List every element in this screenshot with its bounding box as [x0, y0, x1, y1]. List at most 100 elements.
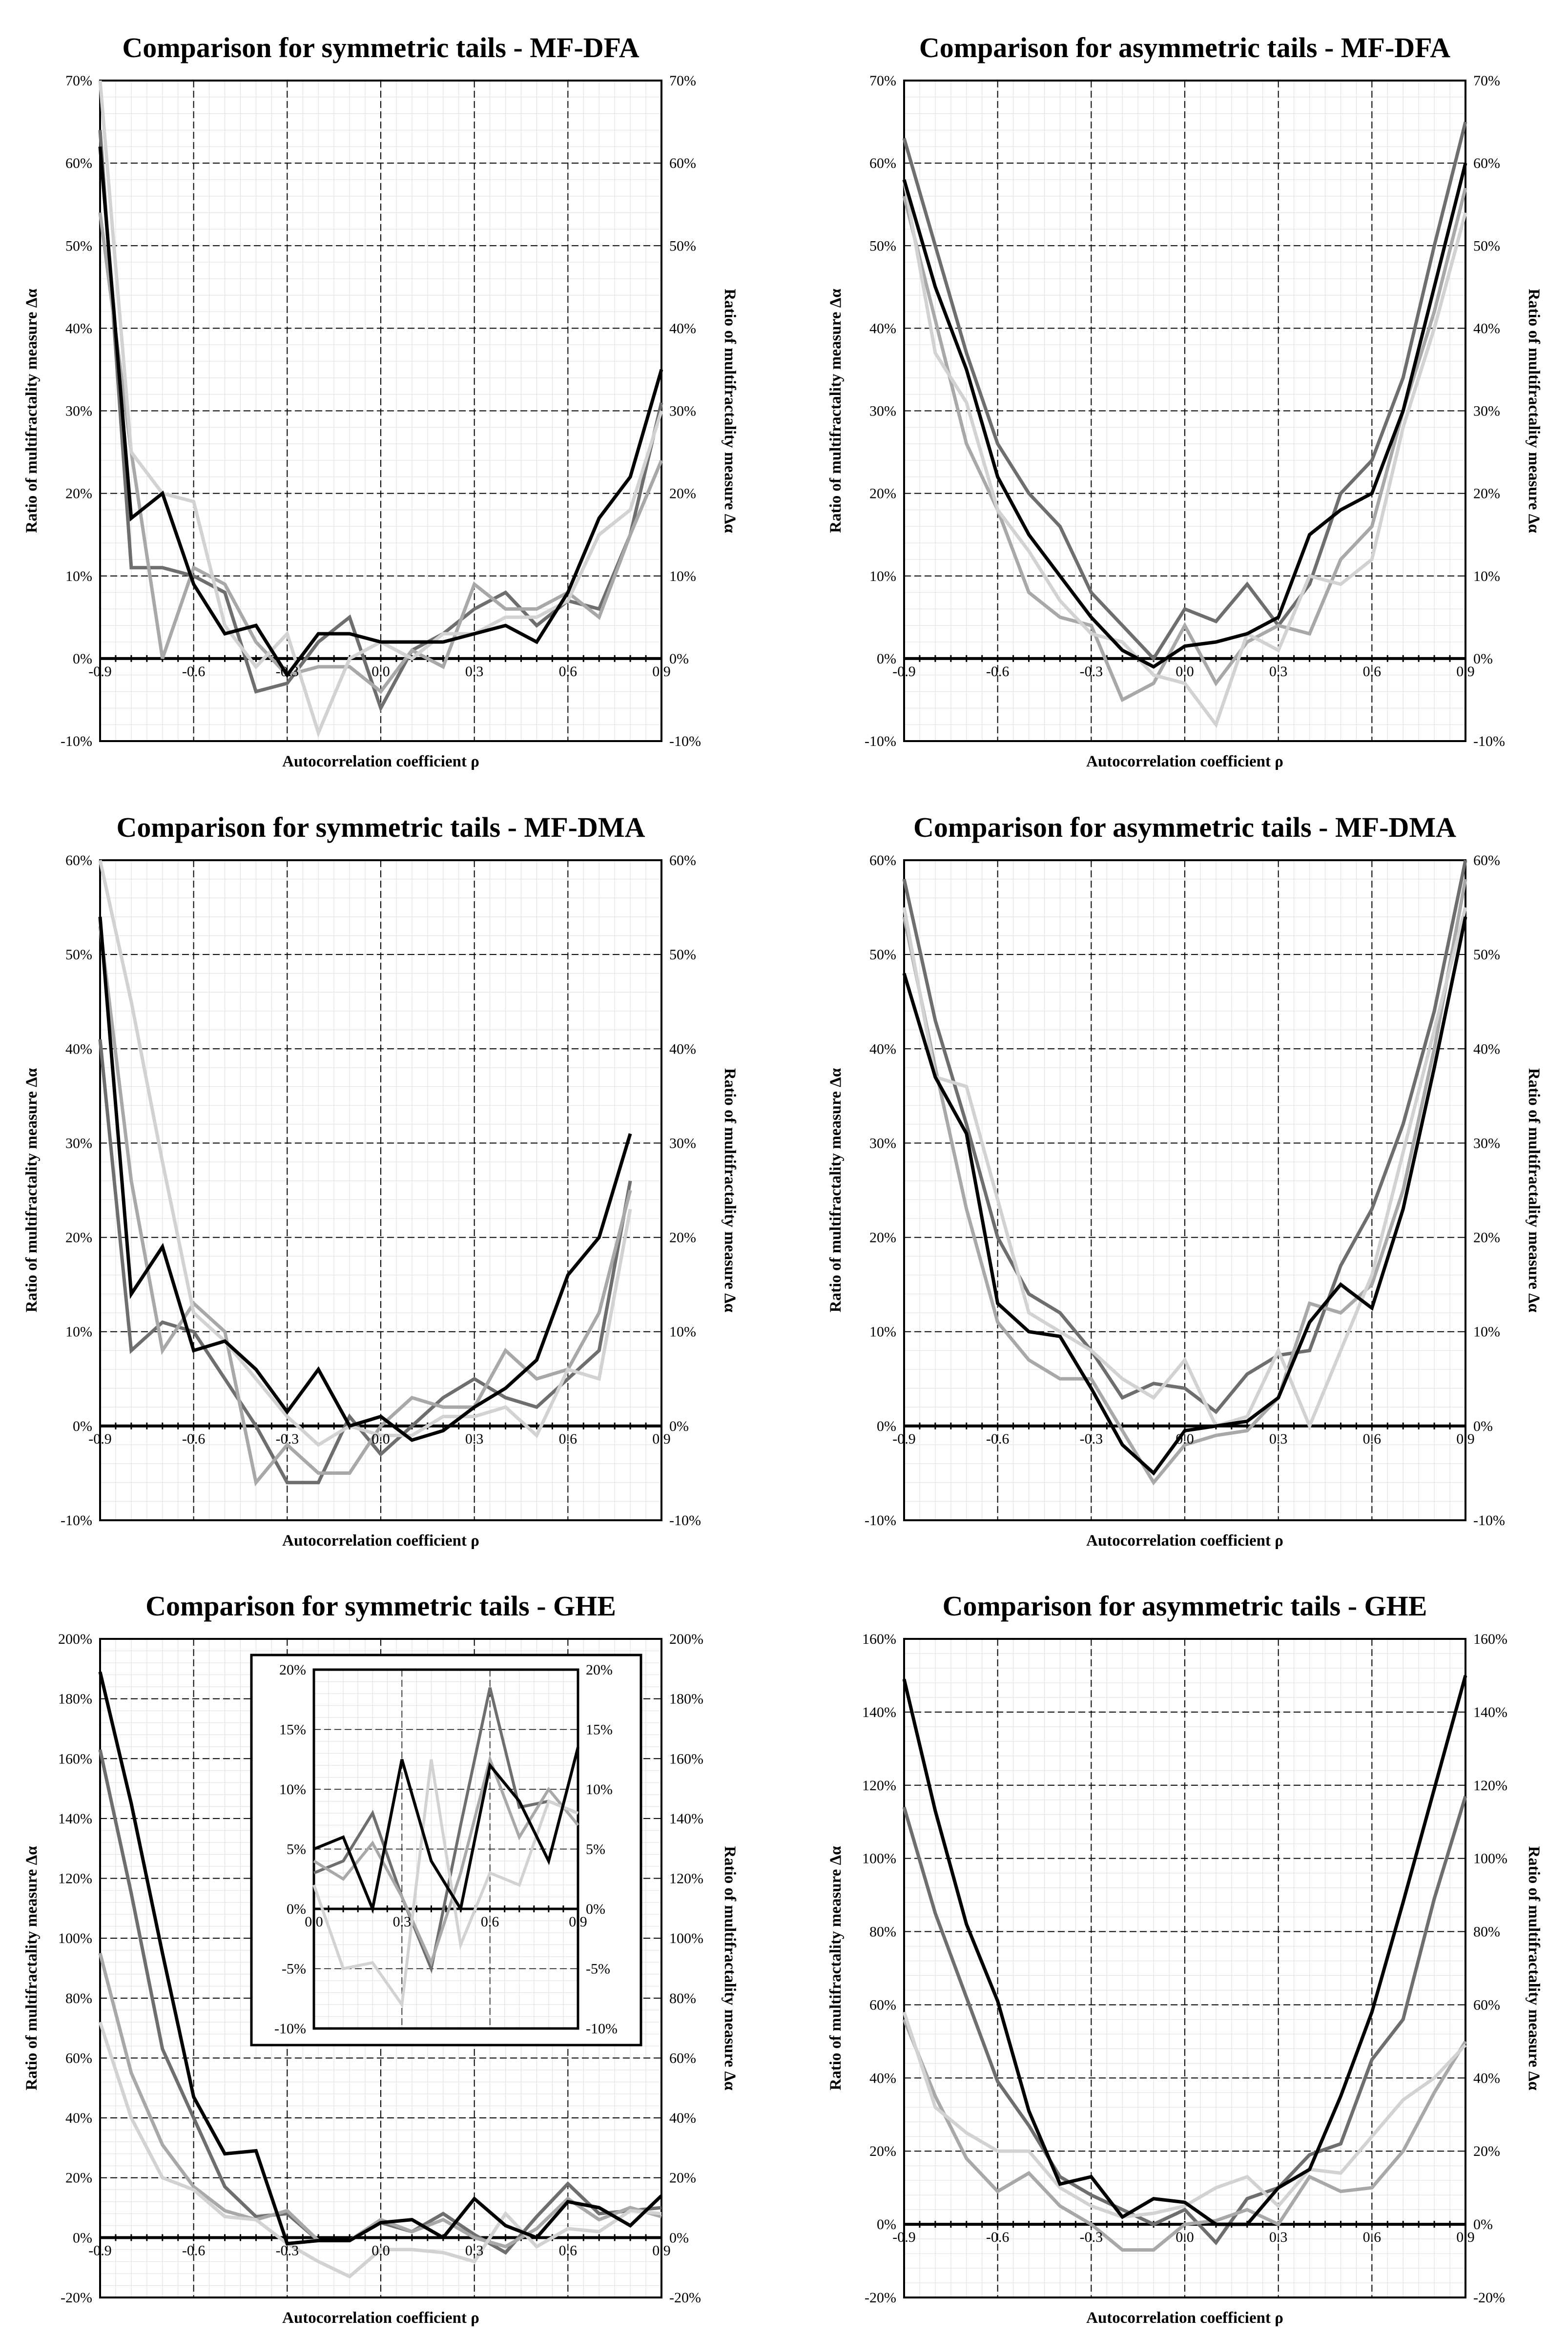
- x-tick-label: 0.3: [465, 1431, 484, 1447]
- x-tick-label: 0.0: [371, 663, 390, 680]
- x-tick-label: 0.0: [305, 1914, 323, 1930]
- x-axis-label: Autocorrelation coefficient ρ: [1086, 2309, 1283, 2327]
- x-tick-label: -0.3: [1080, 1431, 1103, 1447]
- y-tick-label-left: 20%: [65, 1230, 92, 1246]
- y-tick-label-right: 0%: [1473, 2216, 1493, 2233]
- y-tick-label-left: 15%: [279, 1722, 306, 1738]
- x-axis-label: Autocorrelation coefficient ρ: [282, 1532, 479, 1550]
- chart-2: -0.9 -0.6 -0.3 0.0 0.3 0.6 0.9 -10% -10% 0% 0% 10% 1…: [827, 32, 1543, 770]
- y-axis-label-left: Ratio of multifractality measure Δα: [23, 1846, 41, 2090]
- y-tick-label-right: 180%: [669, 1691, 703, 1707]
- x-axis-label: Autocorrelation coefficient ρ: [1086, 753, 1283, 770]
- x-tick-label: 0.9: [652, 1431, 671, 1447]
- x-tick-label: 0.0: [1176, 2229, 1194, 2245]
- y-tick-label-right: 40%: [669, 2110, 696, 2126]
- x-tick-label: 0.6: [559, 1431, 578, 1447]
- series-line-1: [902, 916, 1467, 1476]
- y-tick-label-right: 20%: [1473, 1230, 1500, 1246]
- y-tick-label-left: 60%: [869, 852, 896, 869]
- y-tick-label-right: 15%: [586, 1722, 613, 1738]
- y-tick-label-right: 120%: [1473, 1778, 1507, 1794]
- series-line-1: [98, 1671, 663, 2246]
- series-group: [98, 80, 663, 738]
- y-tick-label-left: 120%: [862, 1778, 896, 1794]
- x-tick-label: -0.6: [986, 663, 1010, 680]
- y-tick-label-left: 50%: [65, 947, 92, 963]
- y-tick-label-left: 10%: [65, 1324, 92, 1340]
- series-line-2: [902, 1796, 1467, 2246]
- plot-frame: [903, 859, 1466, 1521]
- y-axis-label-left: Ratio of multifractality measure Δα: [827, 289, 845, 533]
- x-tick-label: -0.9: [892, 2229, 916, 2245]
- x-tick-label: -0.3: [276, 2242, 299, 2258]
- y-tick-label-left: 0%: [877, 651, 896, 667]
- x-axis-label: Autocorrelation coefficient ρ: [282, 753, 479, 770]
- series-group: [902, 121, 1467, 728]
- x-tick-label: -0.9: [88, 1431, 112, 1447]
- y-tick-label-left: 160%: [862, 1631, 896, 1647]
- x-tick-label: 0.3: [1269, 1431, 1288, 1447]
- y-tick-label-right: 10%: [1473, 1324, 1500, 1340]
- x-tick-label: -0.3: [1080, 663, 1103, 680]
- y-tick-label-right: 100%: [1473, 1851, 1507, 1867]
- y-tick-label-left: -20%: [865, 2290, 896, 2306]
- y-tick-label-right: 200%: [669, 1631, 703, 1647]
- y-tick-label-left: 50%: [869, 947, 896, 963]
- y-tick-label-right: -10%: [669, 733, 701, 749]
- x-tick-label: -0.9: [88, 2242, 112, 2258]
- y-tick-label-right: 70%: [669, 73, 696, 89]
- y-tick-label-left: -10%: [865, 733, 896, 749]
- y-tick-label-left: 20%: [869, 2143, 896, 2159]
- x-tick-label: -0.9: [88, 663, 112, 680]
- y-tick-label-left: 20%: [869, 486, 896, 502]
- y-tick-label-left: 140%: [862, 1704, 896, 1720]
- x-tick-label: -0.6: [986, 1431, 1010, 1447]
- y-tick-label-right: 0%: [1473, 651, 1493, 667]
- y-tick-label-right: 160%: [669, 1751, 703, 1767]
- y-tick-label-left: 140%: [58, 1811, 92, 1827]
- y-tick-label-left: 30%: [869, 403, 896, 419]
- y-tick-label-left: 40%: [869, 1041, 896, 1057]
- y-tick-label-left: 20%: [65, 2170, 92, 2186]
- x-tick-label: 0.0: [1176, 1431, 1194, 1447]
- chart-5: -0.9 -0.6 -0.3 0.0 0.3 0.6 0.9 -20% -20% 0% 0% 20% 2…: [23, 1590, 739, 2327]
- series-line-4: [902, 2011, 1467, 2219]
- x-tick-label: -0.9: [892, 1431, 916, 1447]
- series-line-4: [902, 907, 1467, 1431]
- x-tick-label: 0.0: [371, 1431, 390, 1447]
- y-tick-label-left: -10%: [61, 1512, 92, 1529]
- x-tick-label: 0.0: [1176, 663, 1194, 680]
- y-tick-label-right: 30%: [669, 1135, 696, 1151]
- y-axis-label-right: Ratio of multifractality measure Δα: [1525, 289, 1543, 533]
- x-tick-label: 0.0: [371, 2242, 390, 2258]
- x-axis-label: Autocorrelation coefficient ρ: [282, 2309, 479, 2327]
- y-tick-label-left: 60%: [869, 155, 896, 171]
- y-tick-label-right: 20%: [1473, 486, 1500, 502]
- plot-frame: [99, 1638, 662, 2298]
- chart-1: -0.9 -0.6 -0.3 0.0 0.3 0.6 0.9 -10% -10% 0% 0% 10% 1…: [23, 32, 739, 770]
- chart-title: Comparison for symmetric tails - GHE: [145, 1590, 616, 1622]
- y-tick-label-right: -5%: [586, 1961, 610, 1977]
- series-group: [312, 1687, 579, 2009]
- x-tick-label: 0.6: [1363, 2229, 1382, 2245]
- y-tick-label-right: 40%: [669, 1041, 696, 1057]
- y-tick-label-left: 70%: [869, 73, 896, 89]
- y-tick-label-left: 10%: [869, 568, 896, 584]
- y-tick-label-left: 20%: [869, 1230, 896, 1246]
- y-axis-label-left: Ratio of multifractality measure Δα: [23, 1068, 41, 1312]
- y-tick-label-left: 30%: [65, 403, 92, 419]
- y-tick-label-left: 60%: [65, 155, 92, 171]
- x-tick-label: 0.3: [393, 1914, 412, 1930]
- y-tick-label-left: -10%: [865, 1512, 896, 1529]
- y-tick-label-right: 20%: [669, 1230, 696, 1246]
- y-tick-label-right: 10%: [669, 568, 696, 584]
- y-tick-label-right: 10%: [669, 1324, 696, 1340]
- y-tick-label-left: 80%: [65, 1990, 92, 2007]
- y-tick-label-right: 40%: [1473, 1041, 1500, 1057]
- series-line-1: [902, 1675, 1467, 2226]
- y-tick-label-right: 30%: [1473, 1135, 1500, 1151]
- y-tick-label-right: 40%: [1473, 2070, 1500, 2086]
- x-tick-label: 0.3: [465, 2242, 484, 2258]
- y-tick-label-left: -20%: [61, 2290, 92, 2306]
